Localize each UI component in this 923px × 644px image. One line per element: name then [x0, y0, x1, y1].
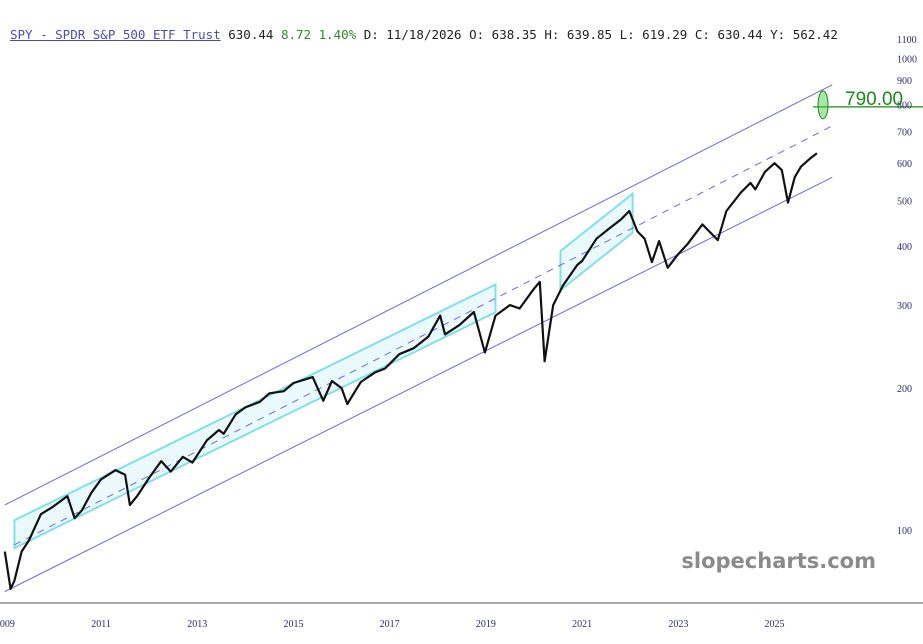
- regression-channel: [4, 84, 833, 593]
- y-tick-label: 1000: [897, 55, 917, 66]
- x-tick-label: 2013: [187, 619, 207, 630]
- price-change: 8.72 1.40%: [280, 27, 357, 42]
- y-tick-label: 1100: [897, 35, 917, 46]
- x-tick-label: 2017: [380, 619, 400, 630]
- y-tick-label: 800: [897, 100, 912, 111]
- watermark: slopecharts.com: [681, 549, 876, 573]
- channel-line-upper: [4, 84, 833, 506]
- y-tick-label: 200: [897, 384, 912, 395]
- target-ellipse: [817, 90, 829, 120]
- x-tick-label: 2023: [668, 619, 688, 630]
- y-tick-label: 500: [897, 197, 912, 208]
- x-tick-label: 2025: [765, 619, 785, 630]
- target-price-label: 790.00: [845, 89, 904, 110]
- highlight-box-2: [559, 191, 634, 293]
- x-tick-label: 2015: [283, 619, 303, 630]
- y-tick-label: 600: [897, 159, 912, 170]
- x-tick-label: 2019: [476, 619, 496, 630]
- target-marker: [813, 90, 923, 120]
- highlight-boxes: [13, 191, 634, 550]
- highlight-box-1: [13, 282, 497, 550]
- channel-line-middle: [14, 125, 833, 546]
- y-tick-label: 700: [897, 128, 912, 139]
- x-tick-label: 2011: [91, 619, 111, 630]
- symbol-link[interactable]: SPY - SPDR S&P 500 ETF Trust: [10, 27, 221, 42]
- y-tick-label: 400: [897, 242, 912, 253]
- x-tick-label: 2009: [0, 619, 15, 630]
- y-tick-label: 300: [897, 301, 912, 312]
- channel-line-lower: [4, 176, 833, 593]
- price-series-line: [3, 152, 818, 591]
- last-price: 630.44: [228, 27, 274, 42]
- x-tick-label: 2021: [572, 619, 592, 630]
- y-tick-label: 100: [897, 526, 912, 537]
- y-axis: 100 200 300 400 500 600 700 800 900 1000 1100: [897, 35, 917, 537]
- x-axis: 2009 2011 2013 2015 2017 2019 2021 2023 2025: [0, 619, 785, 630]
- y-tick-label: 900: [897, 76, 912, 87]
- ohlc-readout: D: 11/18/2026 O: 638.35 H: 639.85 L: 619…: [363, 27, 838, 42]
- quote-header: SPY - SPDR S&P 500 ETF Trust 630.44 8.72…: [10, 27, 838, 42]
